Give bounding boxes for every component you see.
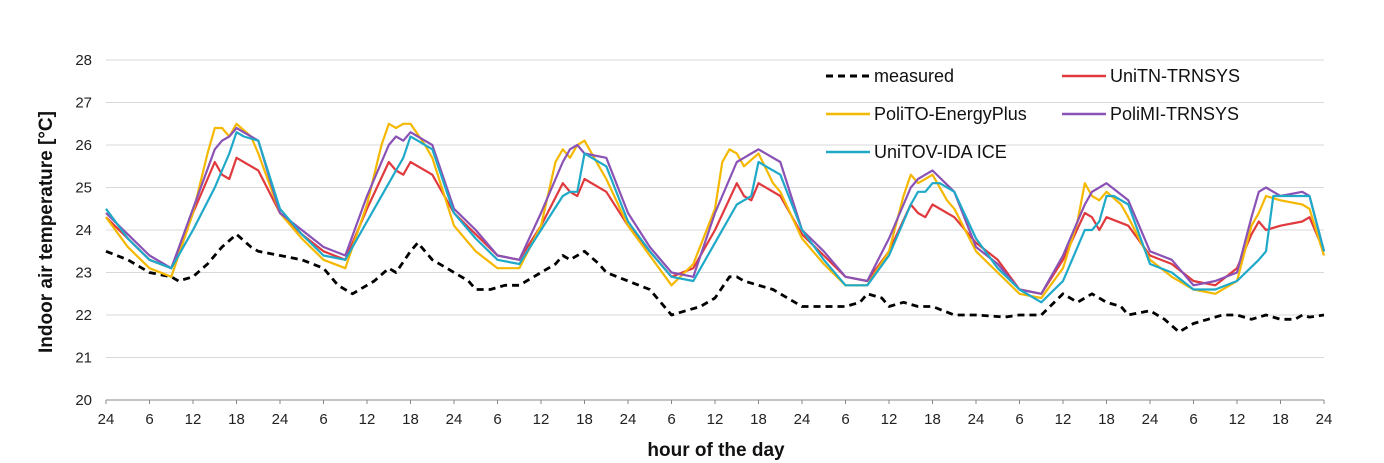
x-tick-label: 18 — [1098, 411, 1115, 428]
legend-label: UniTN-TRNSYS — [1110, 66, 1240, 86]
x-axis-title: hour of the day — [647, 440, 785, 461]
y-axis-title: Indoor air temperature [°C] — [36, 111, 57, 353]
x-tick-label: 12 — [1229, 411, 1246, 428]
legend-label: measured — [874, 66, 954, 86]
x-tick-label: 18 — [924, 411, 941, 428]
x-tick-label: 24 — [968, 411, 985, 428]
series-line-polito-energyplus — [105, 122, 1326, 300]
x-tick-label: 24 — [1316, 411, 1333, 428]
series-lines — [105, 122, 1326, 334]
series-line-polimi-trnsys — [105, 126, 1326, 295]
y-tick-label: 24 — [75, 222, 92, 239]
x-tick-label: 12 — [533, 411, 550, 428]
series-line-unitn-trnsys — [105, 156, 1326, 295]
x-tick-label: 18 — [750, 411, 767, 428]
x-tick-label: 24 — [98, 411, 115, 428]
y-tick-label: 28 — [75, 52, 92, 69]
x-tick-label: 12 — [881, 411, 898, 428]
x-tick-label: 6 — [1189, 411, 1197, 428]
x-tick-label: 6 — [841, 411, 849, 428]
y-tick-label: 26 — [75, 137, 92, 154]
x-tick-label: 6 — [493, 411, 501, 428]
x-tick-label: 12 — [359, 411, 376, 428]
series-line-measured — [105, 232, 1325, 334]
series-line-unitov-ida-ice — [105, 131, 1326, 304]
y-tick-label: 21 — [75, 350, 92, 367]
x-tick-label: 18 — [1272, 411, 1289, 428]
y-tick-label: 22 — [75, 307, 92, 324]
y-tick-label: 25 — [75, 180, 92, 197]
x-tick-label: 18 — [576, 411, 593, 428]
y-tick-label: 27 — [75, 95, 92, 112]
y-tick-labels: 20 21 22 23 24 25 26 27 28 — [75, 52, 92, 409]
x-tick-label: 24 — [1142, 411, 1159, 428]
x-tick-label: 18 — [402, 411, 419, 428]
x-tick-label: 6 — [667, 411, 675, 428]
legend-label: PoliMI-TRNSYS — [1110, 104, 1239, 124]
x-tick-label: 24 — [620, 411, 637, 428]
x-tick-labels: 24 6 12 18 24 6 12 18 24 6 12 18 24 6 12 18 24 6 12 18 24 6 12… — [98, 400, 1333, 428]
x-tick-label: 6 — [145, 411, 153, 428]
y-tick-label: 20 — [75, 392, 92, 409]
x-tick-label: 6 — [319, 411, 327, 428]
legend-label: UniTOV-IDA ICE — [874, 142, 1007, 162]
x-tick-label: 24 — [272, 411, 289, 428]
x-tick-label: 6 — [1015, 411, 1023, 428]
x-tick-label: 12 — [707, 411, 724, 428]
x-tick-label: 12 — [1055, 411, 1072, 428]
x-tick-label: 12 — [185, 411, 202, 428]
legend: measured UniTN-TRNSYS PoliTO-EnergyPlus Pol… — [826, 66, 1240, 162]
y-tick-label: 23 — [75, 265, 92, 282]
gridlines — [106, 59, 1324, 358]
legend-label: PoliTO-EnergyPlus — [874, 104, 1027, 124]
x-tick-label: 24 — [446, 411, 463, 428]
x-tick-label: 24 — [794, 411, 811, 428]
x-tick-label: 18 — [228, 411, 245, 428]
